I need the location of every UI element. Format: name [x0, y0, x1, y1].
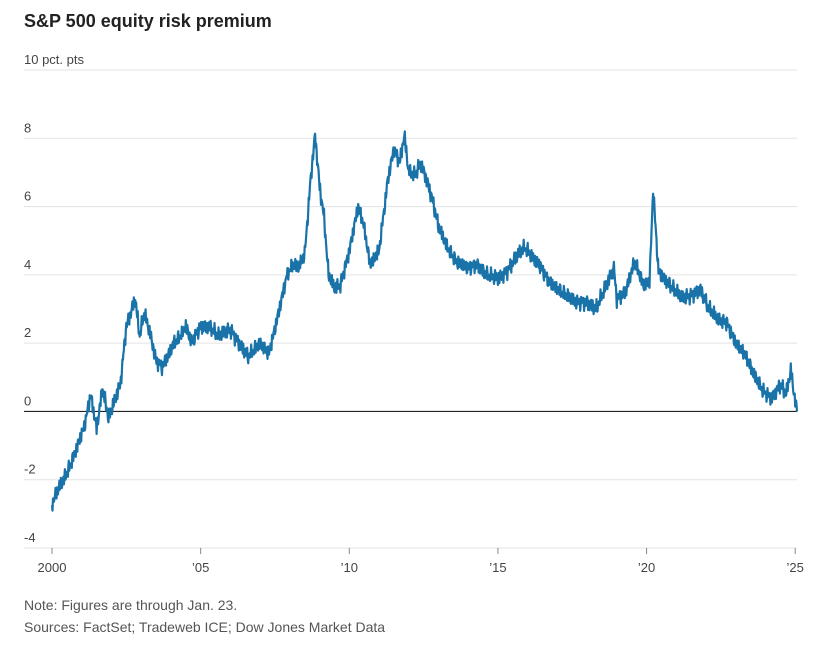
y-tick-label: 4: [24, 257, 31, 272]
chart-title: S&P 500 equity risk premium: [24, 11, 272, 31]
y-tick-label: 6: [24, 189, 31, 204]
series-layer: [50, 130, 799, 512]
series-line: [50, 130, 799, 512]
x-tick-label: ’15: [489, 560, 506, 575]
y-tick-label: 2: [24, 325, 31, 340]
y-tick-label: 0: [24, 393, 31, 408]
chart-sources: Sources: FactSet; Tradeweb ICE; Dow Jone…: [24, 619, 386, 635]
x-axis-ticks: 2000 ’05 ’10 ’15 ’20 ’25: [38, 548, 804, 575]
y-tick-label: 8: [24, 120, 31, 135]
y-tick-label: -4: [24, 530, 36, 545]
y-tick-label: -2: [24, 462, 36, 477]
x-tick-label: ’25: [787, 560, 804, 575]
x-tick-label: ’20: [638, 560, 655, 575]
gridlines: [24, 69, 797, 549]
y-tick-label: 10 pct. pts: [24, 52, 84, 67]
chart-note: Note: Figures are through Jan. 23.: [24, 597, 238, 613]
y-axis-ticks: -4 -2 0 2 4 6 8 10 pct. pts: [24, 52, 84, 545]
x-tick-label: 2000: [38, 560, 67, 575]
x-tick-label: ’05: [192, 560, 209, 575]
x-tick-label: ’10: [341, 560, 358, 575]
